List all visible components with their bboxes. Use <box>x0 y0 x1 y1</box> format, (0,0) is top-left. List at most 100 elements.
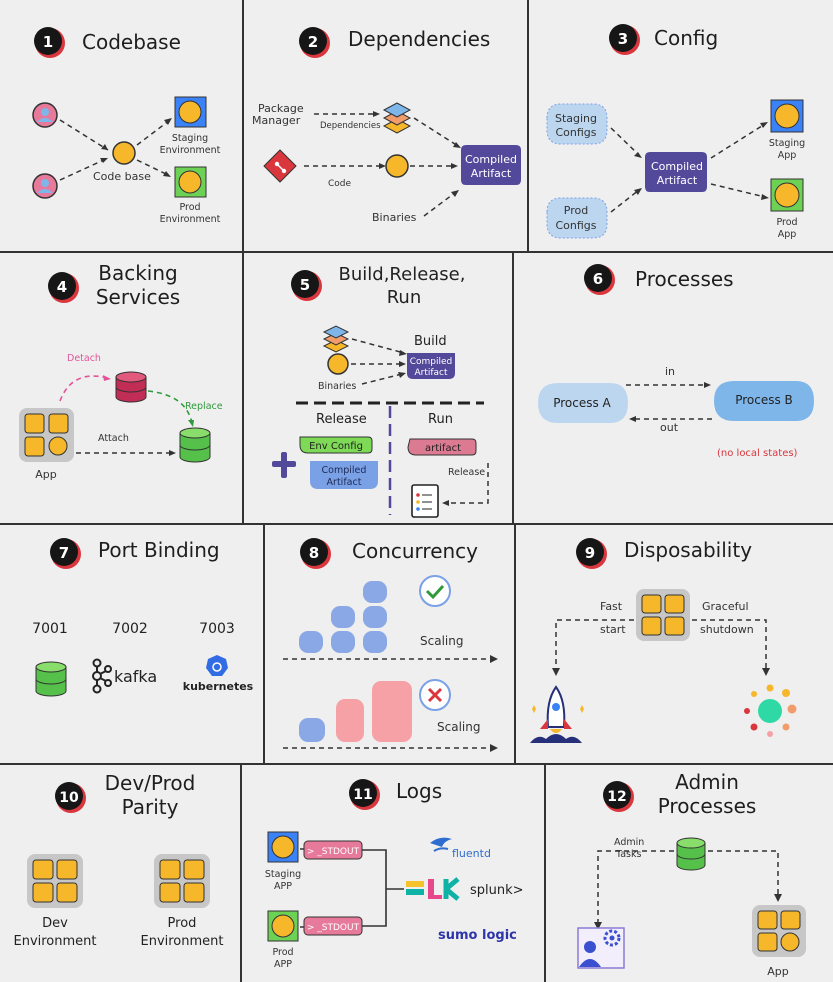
number-badge: 1 <box>34 27 65 58</box>
badge-number: 4 <box>57 278 67 296</box>
compiled-artifact-box: Compiled Artifact <box>645 152 707 192</box>
badge-number: 11 <box>353 787 372 803</box>
layers-icon <box>382 102 412 134</box>
label-stdout: > _STDOUT <box>307 847 360 857</box>
label-scaling: Scaling <box>437 720 480 734</box>
label-sumo-logic: sumo logic <box>438 928 517 943</box>
panel-title: Services <box>96 285 180 309</box>
number-badge: 12 <box>603 781 634 812</box>
check-icon <box>419 575 451 607</box>
label-artifact: artifact <box>425 443 461 454</box>
badge-number: 9 <box>585 544 595 562</box>
divider-row2 <box>0 523 833 525</box>
label-attach: Attach <box>98 433 129 444</box>
number-badge: 8 <box>300 538 331 569</box>
label-artifact: Artifact <box>327 477 362 488</box>
label-fast: Fast <box>600 600 623 613</box>
panel-concurrency: 8 Concurrency Scaling <box>265 525 514 763</box>
prod-app-icon <box>154 854 210 908</box>
kafka-icon <box>92 658 112 694</box>
label-tasks: Tasks <box>615 849 642 860</box>
panel-title: Config <box>654 26 718 50</box>
horizontal-scaling-blocks <box>299 581 387 653</box>
panel-codebase: 1 Codebase Code base Staging Environ <box>0 0 242 251</box>
label-app: APP <box>274 881 292 892</box>
document-icon <box>411 484 439 518</box>
label-environment: Environment <box>160 145 221 156</box>
label-fluentd: fluentd <box>452 847 491 860</box>
label-code-base: Code base <box>93 170 151 183</box>
layers-icon <box>322 325 350 353</box>
number-badge: 6 <box>584 264 615 295</box>
label-process-b: Process B <box>735 393 793 407</box>
label-manager: Manager <box>252 114 301 127</box>
label-environment: Environment <box>140 934 223 949</box>
label-environment: Environment <box>160 214 221 225</box>
label-build: Build <box>414 334 447 349</box>
label-prod: Prod <box>776 217 797 228</box>
number-badge: 7 <box>50 538 81 569</box>
panel-title: Dependencies <box>348 27 490 51</box>
label-scaling: Scaling <box>420 634 463 648</box>
label-release: Release <box>316 412 367 427</box>
panel-dependencies: 2 Dependencies Package Manager Dependenc… <box>244 0 527 251</box>
divider-row3 <box>0 763 833 765</box>
env-config-tag: Env Config <box>299 436 373 454</box>
label-staging: Staging <box>172 133 208 144</box>
plus-icon <box>272 452 296 478</box>
label-binaries: Binaries <box>372 211 417 224</box>
prod-configs-cloud: Prod Configs <box>546 197 608 239</box>
label-artifact: Artifact <box>471 167 512 180</box>
label-prod: Prod <box>168 916 197 931</box>
label-prod: Prod <box>272 947 293 958</box>
label-configs: Configs <box>555 126 596 139</box>
panel-logs: 11 Logs Staging APP > _STDOUT Prod APP <box>242 765 544 982</box>
divider-row1 <box>0 251 833 253</box>
compiled-artifact-box: Compiled Artifact <box>407 353 455 379</box>
badge-number: 3 <box>618 30 628 48</box>
number-badge: 10 <box>55 782 86 813</box>
badge-number: 10 <box>59 790 79 806</box>
panel-title: Codebase <box>82 30 181 54</box>
divider-r3-b <box>514 523 516 763</box>
compiled-artifact-box: Compiled Artifact <box>310 461 378 489</box>
divider-r4-a <box>240 763 242 982</box>
panel-dev-prod-parity: 10 Dev/Prod Parity Dev Environment Prod <box>0 765 240 982</box>
process-b-box: Process B <box>714 381 814 421</box>
label-artifact: Artifact <box>657 174 698 187</box>
prod-app-icon <box>267 910 299 942</box>
number-badge: 2 <box>299 27 330 58</box>
label-process-a: Process A <box>553 396 611 410</box>
label-dev: Dev <box>42 916 68 931</box>
number-badge: 4 <box>48 272 79 303</box>
label-prod: Prod <box>179 202 200 213</box>
process-a-box: Process A <box>538 383 628 423</box>
codebase-node <box>112 141 136 165</box>
code-node <box>385 154 409 178</box>
label-binaries: Binaries <box>318 381 356 392</box>
label-env-config: Env Config <box>309 441 363 452</box>
label-package: Package <box>258 102 304 115</box>
prod-env-icon <box>174 166 207 198</box>
vertical-scaling-blocks <box>299 681 412 742</box>
badge-number: 7 <box>59 544 69 562</box>
label-app: App <box>35 468 57 481</box>
label-in: in <box>665 365 675 378</box>
badge-number: 2 <box>308 33 318 51</box>
panel-title: Dev/Prod <box>105 771 196 795</box>
panel-port-binding: 7 Port Binding 7001 7002 7003 <box>0 525 263 763</box>
panel-config: 3 Config Staging Configs Prod Configs Co… <box>529 0 833 251</box>
label-compiled: Compiled <box>410 357 453 367</box>
label-start: start <box>600 623 626 636</box>
label-admin: Admin <box>614 837 644 848</box>
number-badge: 9 <box>576 538 607 569</box>
database-icon <box>115 371 147 403</box>
label-prod: Prod <box>564 204 588 217</box>
label-app: App <box>778 229 797 240</box>
panel-title: Admin <box>675 770 739 794</box>
panel-title: Logs <box>396 779 442 803</box>
panel-title: Processes <box>635 267 734 291</box>
badge-number: 1 <box>43 33 53 51</box>
label-code: Code <box>328 179 352 189</box>
